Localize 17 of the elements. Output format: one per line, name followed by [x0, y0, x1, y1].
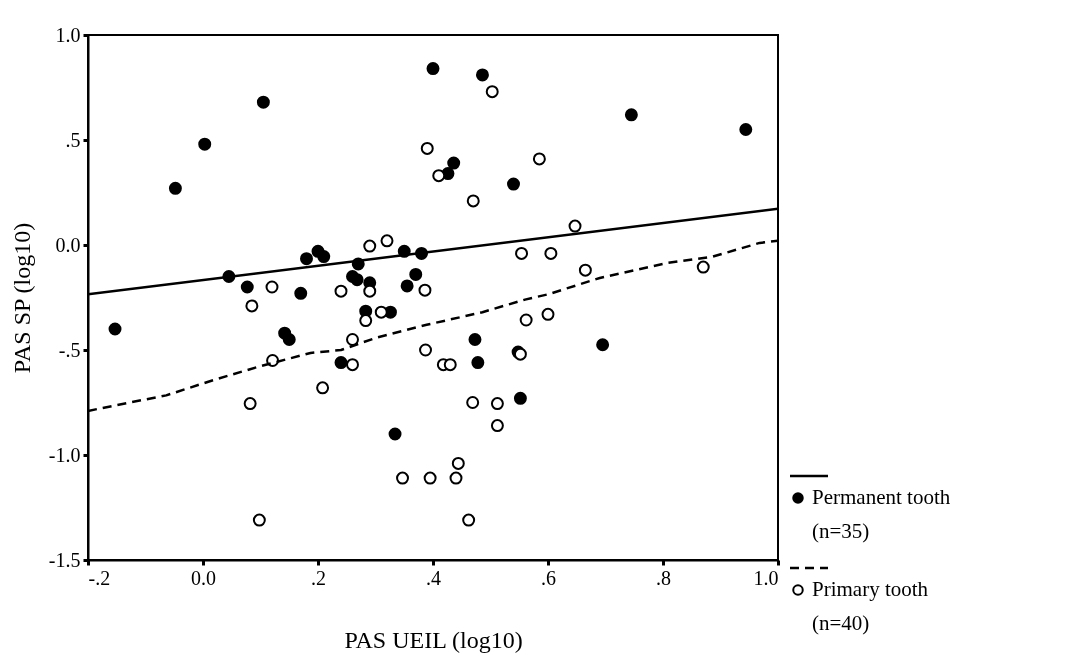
x-tick-label: .2	[311, 566, 326, 589]
legend-label: Primary tooth (n=40)	[812, 577, 929, 635]
y-tick-label: -1.0	[48, 443, 81, 466]
y-tick-label: -.5	[58, 338, 81, 361]
x-tick-label: .4	[426, 566, 441, 589]
x-tick-label: .6	[541, 566, 556, 589]
x-axis-title: PAS UEIL (log10)	[344, 626, 523, 653]
y-tick-label: 0.0	[55, 233, 81, 256]
legend-label: Permanent tooth (n=35)	[812, 485, 951, 543]
x-tick-label: 0.0	[191, 566, 216, 589]
x-tick-label: .8	[656, 566, 671, 589]
y-tick-label: .5	[65, 128, 81, 151]
x-tick-label: -.2	[88, 566, 111, 589]
y-axis-title: PAS SP (log10)	[8, 222, 35, 374]
x-tick-label: 1.0	[753, 566, 779, 589]
y-tick-label: -1.5	[48, 548, 81, 571]
y-tick-label: 1.0	[55, 23, 81, 46]
